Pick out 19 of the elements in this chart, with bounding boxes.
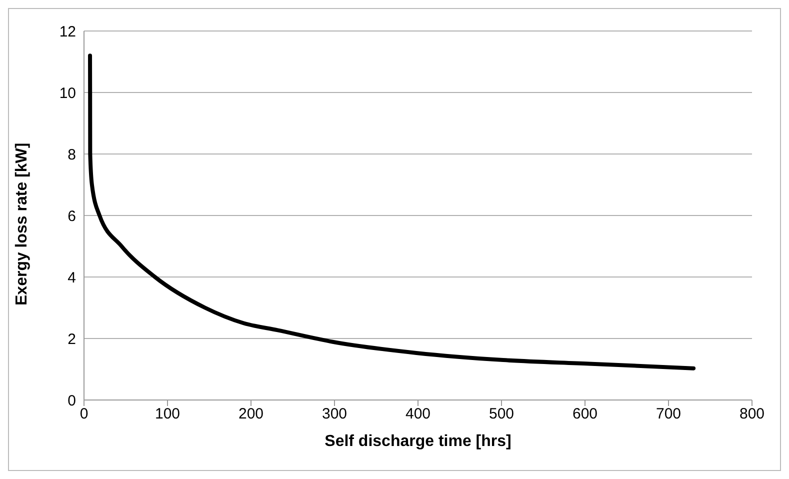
x-tick-label: 600 xyxy=(572,406,598,423)
y-axis-title: Exergy loss rate [kW] xyxy=(14,142,31,306)
x-tick-label: 500 xyxy=(488,406,514,423)
x-axis-title: Self discharge time [hrs] xyxy=(324,433,512,450)
x-tick-label: 400 xyxy=(405,406,431,423)
y-tick-label: 10 xyxy=(59,84,76,102)
y-tick-label: 0 xyxy=(68,392,76,410)
y-tick-label: 2 xyxy=(68,330,76,348)
y-tick-label: 4 xyxy=(68,269,76,286)
x-tick-label: 100 xyxy=(154,406,180,423)
x-tick-label: 0 xyxy=(80,406,88,423)
x-tick-label: 700 xyxy=(656,406,682,423)
x-tick-label: 200 xyxy=(238,406,264,423)
y-tick-label: 12 xyxy=(59,23,76,40)
y-tick-label: 6 xyxy=(68,208,76,225)
line-series xyxy=(88,54,696,370)
y-tick-label: 8 xyxy=(68,146,76,164)
x-tick-label: 300 xyxy=(322,406,348,423)
x-tick-label: 800 xyxy=(739,406,765,423)
